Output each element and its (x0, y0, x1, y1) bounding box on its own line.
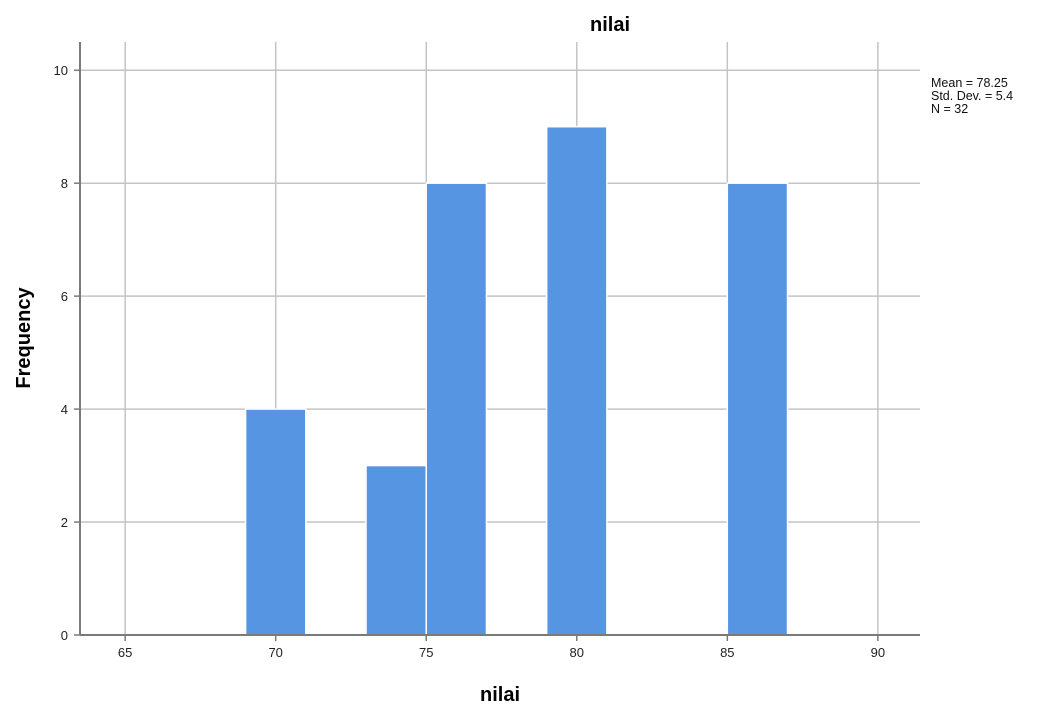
summary-stat-line: Std. Dev. = 5.4 (931, 89, 1013, 103)
x-tick-label: 90 (871, 645, 885, 660)
histogram-bar (726, 182, 789, 636)
x-tick-label: 65 (118, 645, 132, 660)
x-tick-label: 70 (268, 645, 282, 660)
histogram-bar (244, 408, 307, 636)
y-tick-label: 8 (61, 176, 68, 191)
y-tick-label: 2 (61, 515, 68, 530)
tick-labels: 0 2 4 6 8 10 65 70 75 80 85 90 (54, 63, 886, 660)
y-tick-label: 6 (61, 289, 68, 304)
x-tick-label: 80 (570, 645, 584, 660)
histogram-bar (365, 464, 427, 636)
histogram-bar (545, 125, 608, 636)
y-tick-label: 4 (61, 402, 68, 417)
x-tick-label: 75 (419, 645, 433, 660)
summary-stat-line: N = 32 (931, 102, 968, 116)
x-tick-label: 85 (720, 645, 734, 660)
y-tick-label: 10 (54, 63, 68, 78)
summary-stat-line: Mean = 78.25 (931, 76, 1008, 90)
bars (244, 125, 789, 636)
axes (74, 42, 920, 641)
grid-lines (80, 42, 920, 635)
y-axis-label: Frequency (13, 287, 35, 389)
chart-title: nilai (590, 14, 630, 36)
x-axis-label: nilai (480, 684, 520, 706)
y-tick-label: 0 (61, 628, 68, 643)
histogram-bar (425, 182, 488, 636)
